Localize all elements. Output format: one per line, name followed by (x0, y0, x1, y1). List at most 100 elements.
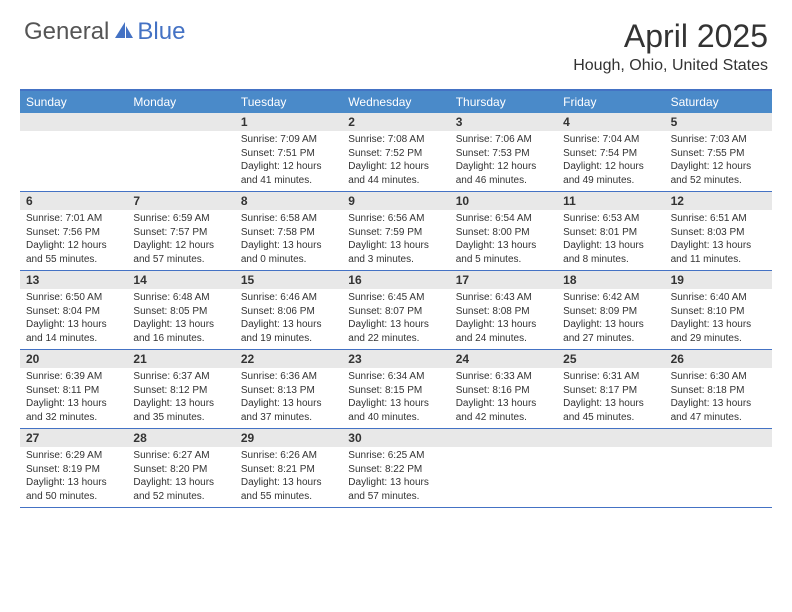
day-number: 25 (557, 350, 664, 368)
day-day2: and 44 minutes. (348, 174, 443, 188)
day-day2: and 27 minutes. (563, 332, 658, 346)
day-day1: Daylight: 13 hours (26, 397, 121, 411)
day-day2: and 19 minutes. (241, 332, 336, 346)
day-sunrise: Sunrise: 7:06 AM (456, 133, 551, 147)
day-sunset: Sunset: 8:04 PM (26, 305, 121, 319)
day-day1: Daylight: 12 hours (348, 160, 443, 174)
day-cell: 26Sunrise: 6:30 AMSunset: 8:18 PMDayligh… (665, 350, 772, 428)
day-cell (20, 113, 127, 191)
logo: General Blue (24, 18, 185, 46)
day-number: 28 (127, 429, 234, 447)
day-body: Sunrise: 6:36 AMSunset: 8:13 PMDaylight:… (235, 368, 342, 428)
day-sunset: Sunset: 7:59 PM (348, 226, 443, 240)
day-body: Sunrise: 6:53 AMSunset: 8:01 PMDaylight:… (557, 210, 664, 270)
day-body: Sunrise: 7:06 AMSunset: 7:53 PMDaylight:… (450, 131, 557, 191)
day-number (20, 113, 127, 131)
day-number: 16 (342, 271, 449, 289)
day-sunrise: Sunrise: 6:45 AM (348, 291, 443, 305)
day-cell: 12Sunrise: 6:51 AMSunset: 8:03 PMDayligh… (665, 192, 772, 270)
day-body: Sunrise: 6:27 AMSunset: 8:20 PMDaylight:… (127, 447, 234, 507)
header: General Blue April 2025 Hough, Ohio, Uni… (0, 0, 792, 81)
day-sunset: Sunset: 8:20 PM (133, 463, 228, 477)
day-body: Sunrise: 6:25 AMSunset: 8:22 PMDaylight:… (342, 447, 449, 507)
day-day1: Daylight: 13 hours (348, 239, 443, 253)
day-sunset: Sunset: 8:05 PM (133, 305, 228, 319)
day-sunset: Sunset: 7:57 PM (133, 226, 228, 240)
day-day1: Daylight: 13 hours (671, 397, 766, 411)
day-sunrise: Sunrise: 6:43 AM (456, 291, 551, 305)
day-sunrise: Sunrise: 6:40 AM (671, 291, 766, 305)
week-row: 1Sunrise: 7:09 AMSunset: 7:51 PMDaylight… (20, 113, 772, 192)
day-sunset: Sunset: 8:21 PM (241, 463, 336, 477)
calendar: SundayMondayTuesdayWednesdayThursdayFrid… (20, 89, 772, 508)
day-number: 14 (127, 271, 234, 289)
week-row: 6Sunrise: 7:01 AMSunset: 7:56 PMDaylight… (20, 192, 772, 271)
weekday-row: SundayMondayTuesdayWednesdayThursdayFrid… (20, 91, 772, 113)
day-day2: and 41 minutes. (241, 174, 336, 188)
day-body: Sunrise: 6:26 AMSunset: 8:21 PMDaylight:… (235, 447, 342, 507)
day-cell (450, 429, 557, 507)
day-day1: Daylight: 12 hours (26, 239, 121, 253)
day-sunrise: Sunrise: 6:58 AM (241, 212, 336, 226)
day-sunset: Sunset: 8:22 PM (348, 463, 443, 477)
weeks-container: 1Sunrise: 7:09 AMSunset: 7:51 PMDaylight… (20, 113, 772, 508)
day-body: Sunrise: 7:01 AMSunset: 7:56 PMDaylight:… (20, 210, 127, 270)
day-sunrise: Sunrise: 6:46 AM (241, 291, 336, 305)
day-number: 9 (342, 192, 449, 210)
day-cell: 13Sunrise: 6:50 AMSunset: 8:04 PMDayligh… (20, 271, 127, 349)
day-day2: and 24 minutes. (456, 332, 551, 346)
day-sunset: Sunset: 7:51 PM (241, 147, 336, 161)
day-day2: and 11 minutes. (671, 253, 766, 267)
day-body: Sunrise: 6:30 AMSunset: 8:18 PMDaylight:… (665, 368, 772, 428)
day-body: Sunrise: 6:58 AMSunset: 7:58 PMDaylight:… (235, 210, 342, 270)
day-body: Sunrise: 6:56 AMSunset: 7:59 PMDaylight:… (342, 210, 449, 270)
day-sunset: Sunset: 8:15 PM (348, 384, 443, 398)
day-day1: Daylight: 13 hours (26, 476, 121, 490)
day-number: 2 (342, 113, 449, 131)
weekday-header: Thursday (450, 91, 557, 113)
day-day2: and 37 minutes. (241, 411, 336, 425)
day-cell: 11Sunrise: 6:53 AMSunset: 8:01 PMDayligh… (557, 192, 664, 270)
day-day2: and 3 minutes. (348, 253, 443, 267)
day-cell: 19Sunrise: 6:40 AMSunset: 8:10 PMDayligh… (665, 271, 772, 349)
day-body: Sunrise: 6:40 AMSunset: 8:10 PMDaylight:… (665, 289, 772, 349)
day-number: 19 (665, 271, 772, 289)
day-sunset: Sunset: 8:11 PM (26, 384, 121, 398)
day-day1: Daylight: 13 hours (348, 318, 443, 332)
day-cell: 4Sunrise: 7:04 AMSunset: 7:54 PMDaylight… (557, 113, 664, 191)
day-number: 27 (20, 429, 127, 447)
day-day1: Daylight: 13 hours (26, 318, 121, 332)
day-number: 26 (665, 350, 772, 368)
day-body: Sunrise: 6:42 AMSunset: 8:09 PMDaylight:… (557, 289, 664, 349)
day-day1: Daylight: 13 hours (241, 318, 336, 332)
day-cell: 17Sunrise: 6:43 AMSunset: 8:08 PMDayligh… (450, 271, 557, 349)
day-day2: and 49 minutes. (563, 174, 658, 188)
day-cell: 6Sunrise: 7:01 AMSunset: 7:56 PMDaylight… (20, 192, 127, 270)
day-body: Sunrise: 6:48 AMSunset: 8:05 PMDaylight:… (127, 289, 234, 349)
day-day1: Daylight: 12 hours (563, 160, 658, 174)
day-day2: and 55 minutes. (241, 490, 336, 504)
day-cell: 2Sunrise: 7:08 AMSunset: 7:52 PMDaylight… (342, 113, 449, 191)
day-day2: and 0 minutes. (241, 253, 336, 267)
day-number: 6 (20, 192, 127, 210)
day-cell: 10Sunrise: 6:54 AMSunset: 8:00 PMDayligh… (450, 192, 557, 270)
day-number: 12 (665, 192, 772, 210)
day-sunset: Sunset: 7:56 PM (26, 226, 121, 240)
day-cell: 15Sunrise: 6:46 AMSunset: 8:06 PMDayligh… (235, 271, 342, 349)
day-number: 24 (450, 350, 557, 368)
day-body: Sunrise: 6:43 AMSunset: 8:08 PMDaylight:… (450, 289, 557, 349)
day-day1: Daylight: 13 hours (241, 476, 336, 490)
day-body: Sunrise: 6:34 AMSunset: 8:15 PMDaylight:… (342, 368, 449, 428)
day-sunset: Sunset: 7:55 PM (671, 147, 766, 161)
title-block: April 2025 Hough, Ohio, United States (573, 18, 768, 75)
day-number: 18 (557, 271, 664, 289)
day-cell: 23Sunrise: 6:34 AMSunset: 8:15 PMDayligh… (342, 350, 449, 428)
day-number (557, 429, 664, 447)
day-cell: 20Sunrise: 6:39 AMSunset: 8:11 PMDayligh… (20, 350, 127, 428)
logo-sail-icon (113, 20, 135, 45)
day-day2: and 52 minutes. (133, 490, 228, 504)
day-day2: and 22 minutes. (348, 332, 443, 346)
day-sunset: Sunset: 8:07 PM (348, 305, 443, 319)
day-day1: Daylight: 13 hours (456, 239, 551, 253)
day-sunrise: Sunrise: 7:01 AM (26, 212, 121, 226)
